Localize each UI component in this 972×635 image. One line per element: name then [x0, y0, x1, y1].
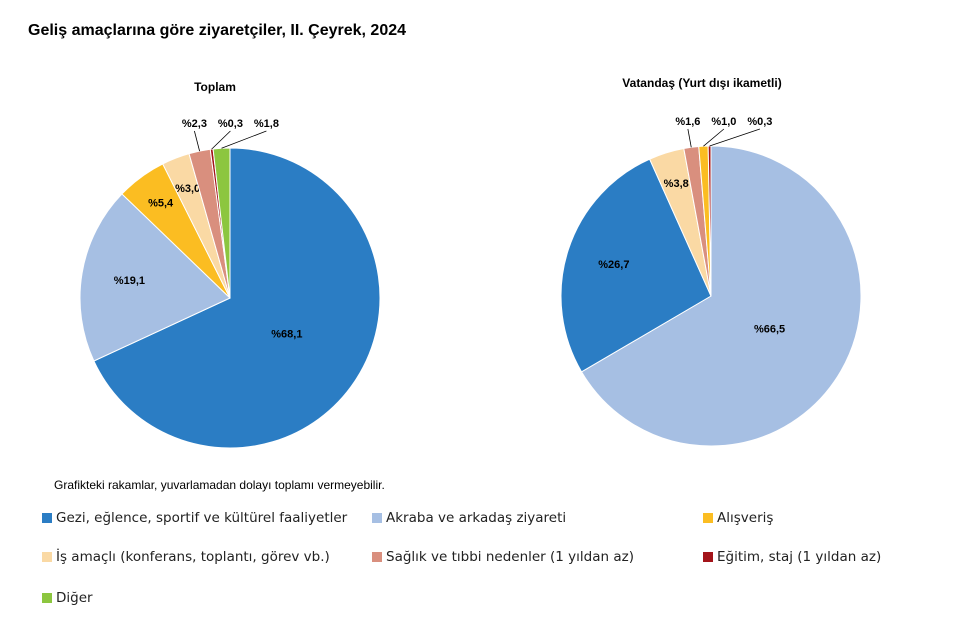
legend-swatch: [372, 552, 382, 562]
legend-label: Alışveriş: [717, 510, 773, 526]
data-label: %5,4: [148, 198, 174, 210]
pie-slice: [560, 158, 712, 373]
data-label: %0,3: [218, 118, 243, 130]
legend-swatch: [42, 552, 52, 562]
data-label: %1,8: [254, 118, 279, 130]
legend-swatch: [42, 513, 52, 523]
page-title: Geliş amaçlarına göre ziyaretçiler, II. …: [28, 22, 406, 39]
leader-line: [221, 130, 267, 149]
note: Grafikteki rakamlar, yuvarlamadan dolayı…: [54, 478, 385, 492]
data-label: %26,7: [598, 259, 629, 271]
legend-swatch: [703, 513, 713, 523]
leader-line: [687, 128, 692, 148]
leader-line: [194, 130, 200, 152]
pie-slice: [93, 147, 381, 449]
legend-swatch: [703, 552, 713, 562]
legend-label: Diğer: [56, 590, 93, 606]
legend-swatch: [372, 513, 382, 523]
data-label: %3,0: [175, 183, 200, 195]
pie-slice: [580, 145, 862, 447]
data-label: %1,6: [675, 116, 700, 128]
pie-slice: [79, 193, 231, 362]
legend-label: Gezi, eğlence, sportif ve kültürel faali…: [56, 510, 348, 526]
data-label: %68,1: [271, 328, 302, 340]
data-label: %3,8: [664, 178, 689, 190]
legend-label: Sağlık ve tıbbi nedenler (1 yıldan az): [386, 549, 634, 565]
legend-label: Eğitim, staj (1 yıldan az): [717, 549, 881, 565]
data-label: %2,3: [182, 118, 207, 130]
leader-line: [709, 128, 761, 147]
leader-line: [211, 130, 231, 150]
legend-swatch: [42, 593, 52, 603]
data-label: %0,3: [747, 116, 772, 128]
data-label: %19,1: [114, 275, 145, 287]
chart-title: Vatandaş (Yurt dışı ikametli): [622, 76, 781, 90]
leader-line: [703, 128, 725, 147]
data-label: %66,5: [754, 323, 785, 335]
data-label: %1,0: [711, 116, 736, 128]
legend-label: Akraba ve arkadaş ziyareti: [386, 510, 566, 526]
legend-label: İş amaçlı (konferans, toplantı, görev vb…: [56, 547, 330, 565]
chart-title: Toplam: [194, 80, 236, 94]
